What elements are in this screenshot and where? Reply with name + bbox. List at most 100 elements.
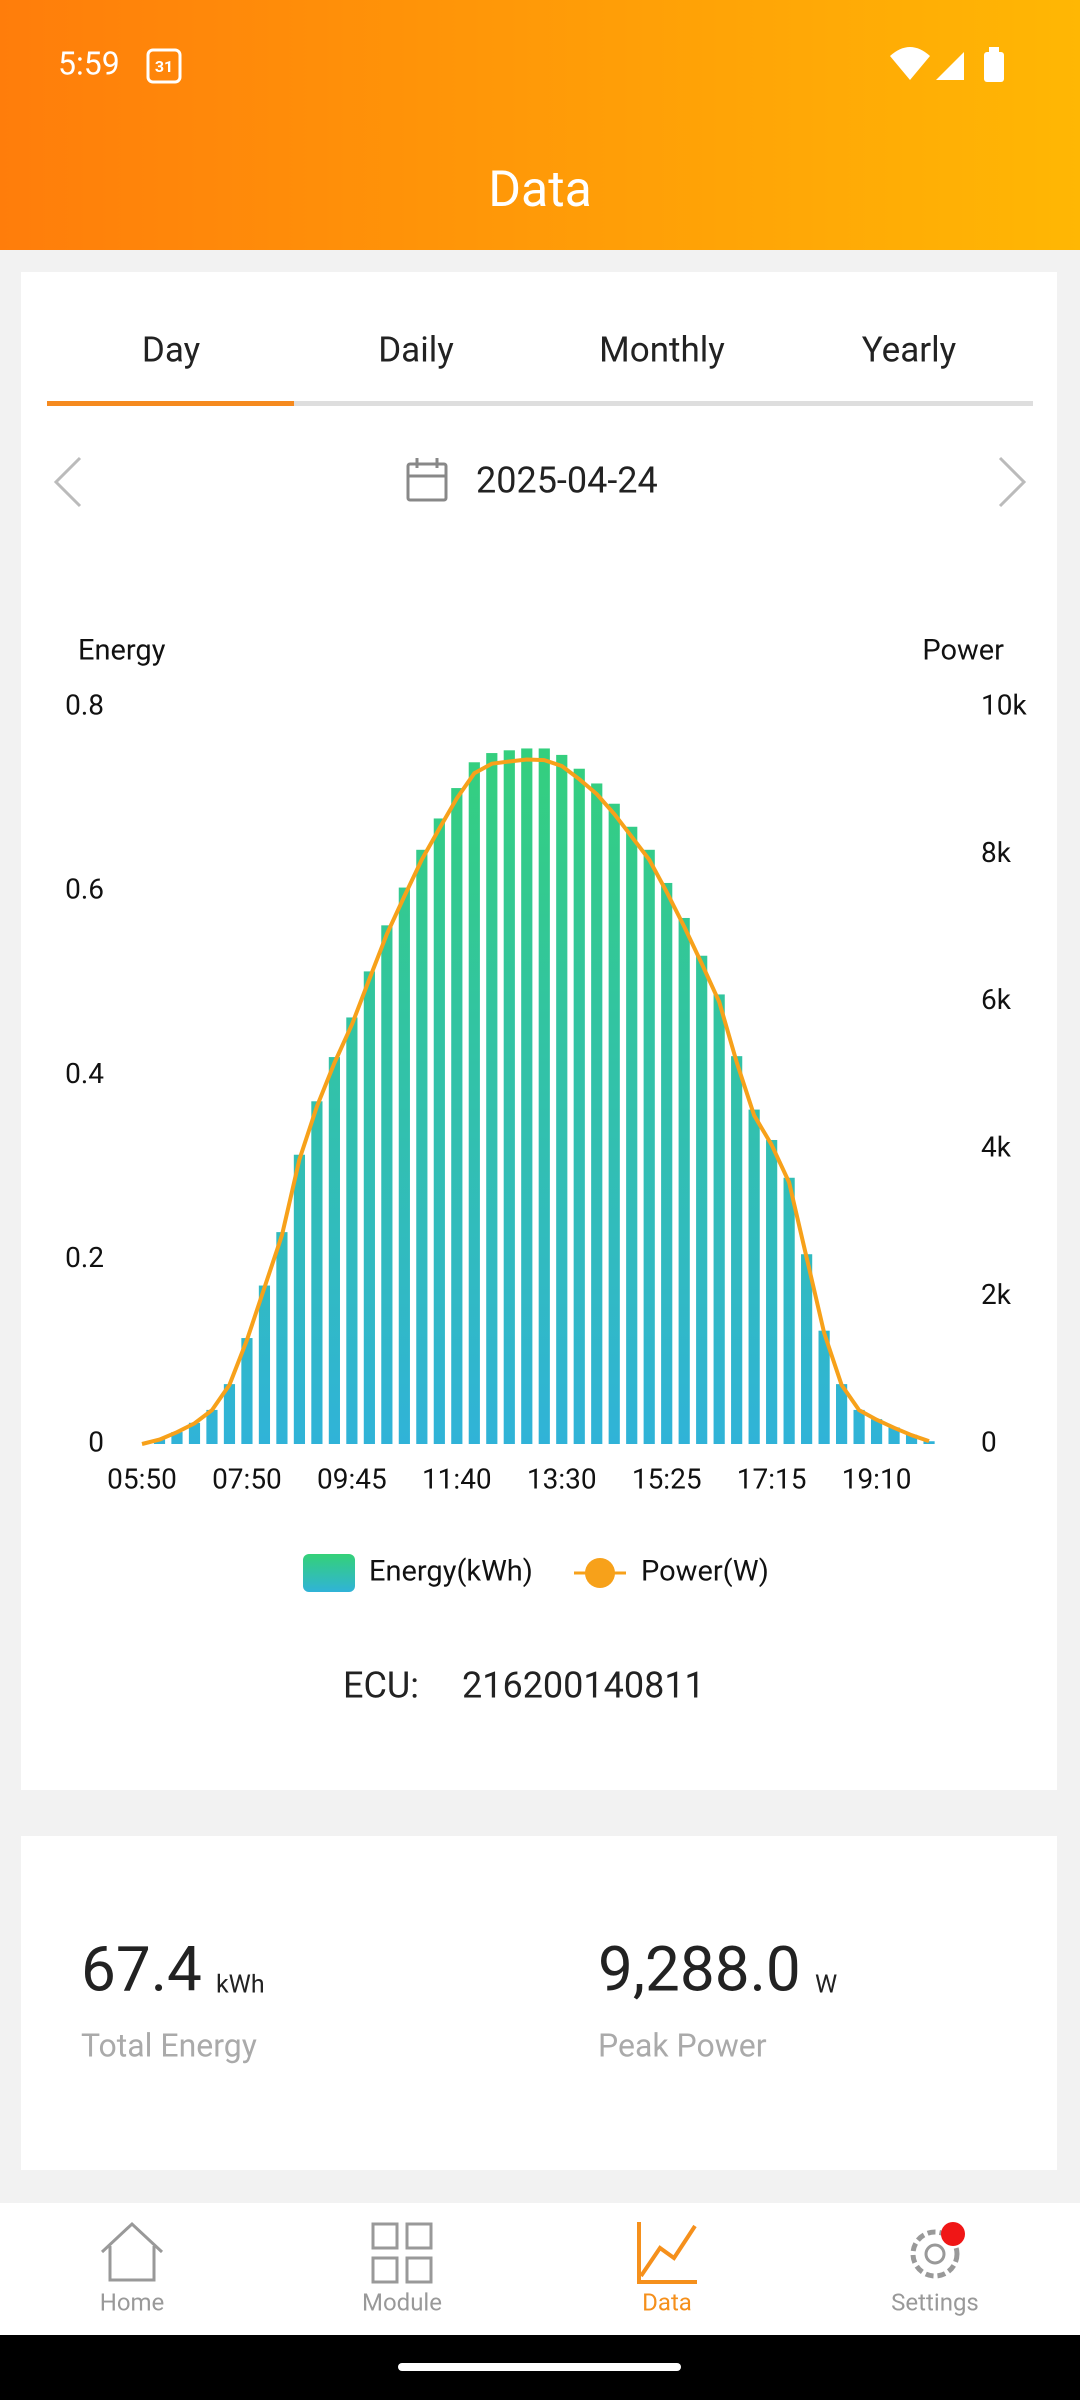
bar <box>678 917 690 1444</box>
app-header <box>0 0 1080 250</box>
y2-tick-label: 6k <box>981 983 1012 1016</box>
module-icon[interactable] <box>371 2222 433 2284</box>
x-tick-label: 11:40 <box>422 1462 492 1495</box>
bar <box>661 882 673 1444</box>
x-tick-label: 05:50 <box>107 1462 177 1495</box>
bar <box>626 826 638 1444</box>
tab[interactable]: Daily <box>378 329 454 370</box>
bar <box>223 1384 236 1444</box>
calendar-status-icon <box>146 48 182 84</box>
legend-label: Energy(kWh) <box>369 1555 533 1589</box>
bar <box>801 1254 813 1444</box>
bar <box>311 1101 323 1444</box>
stat-unit: W <box>815 1971 837 2000</box>
status-time: 5:59 <box>58 44 120 82</box>
ecu-label: ECU: <box>343 1665 419 1707</box>
stat-label: Total Energy <box>81 2026 257 2064</box>
bar <box>258 1285 271 1444</box>
bar <box>748 1109 760 1444</box>
tab[interactable]: Yearly <box>862 329 957 370</box>
bar <box>398 887 410 1444</box>
bar <box>643 849 655 1444</box>
y-tick-label: 0.6 <box>65 873 104 906</box>
bar <box>731 1056 743 1444</box>
bar <box>818 1330 830 1444</box>
bar <box>188 1422 201 1444</box>
bottom-nav <box>0 2203 1080 2335</box>
bar <box>346 1017 358 1444</box>
bar <box>836 1384 848 1444</box>
bar <box>556 754 568 1444</box>
bar <box>573 768 585 1444</box>
stat-label: Peak Power <box>598 2026 767 2064</box>
legend-swatch <box>303 1554 355 1592</box>
settings-icon[interactable] <box>910 2222 965 2279</box>
bar <box>381 925 393 1444</box>
bar <box>870 1419 883 1444</box>
bar <box>171 1432 183 1444</box>
next-arrow[interactable] <box>998 456 1027 508</box>
y-axis-title: Energy <box>78 634 166 668</box>
bar <box>783 1177 795 1444</box>
tab-track <box>47 401 1033 406</box>
bar <box>766 1139 778 1444</box>
plot: 0 0.2 0.4 0.6 0.8 0 2k 4k 6k 8k 10k 05:50 07:50 09:45… <box>65 688 1027 1592</box>
notification-dot <box>941 2222 965 2246</box>
tab[interactable]: Monthly <box>599 329 725 370</box>
bar <box>468 762 480 1444</box>
nav-label[interactable]: Module <box>362 2288 442 2316</box>
y-tick-label: 0 <box>88 1425 104 1458</box>
bar <box>503 750 515 1444</box>
bar <box>433 818 445 1444</box>
stats-card <box>21 1836 1057 2170</box>
bar <box>328 1057 340 1444</box>
legend-label: Power(W) <box>641 1555 769 1589</box>
home-indicator <box>398 2363 681 2371</box>
x-tick-label: 17:15 <box>737 1462 807 1495</box>
bar <box>416 849 428 1444</box>
y-tick-label: 0.4 <box>65 1057 104 1090</box>
y-tick-label: 0.2 <box>65 1241 104 1274</box>
bar <box>888 1427 900 1444</box>
bar <box>486 753 498 1444</box>
x-tick-label: 19:10 <box>842 1462 912 1495</box>
nav-label[interactable]: Home <box>100 2288 165 2316</box>
page-title: Data <box>488 161 592 219</box>
bar <box>451 788 463 1444</box>
stat-value: 9,288.0 <box>598 1933 801 2006</box>
y-tick-label: 0.8 <box>65 688 104 721</box>
ecu-id: 216200140811 <box>462 1665 705 1707</box>
legend-marker <box>585 1558 615 1588</box>
y2-tick-label: 8k <box>981 836 1012 869</box>
date[interactable]: 2025-04-24 <box>476 460 658 502</box>
bar <box>363 971 375 1444</box>
bar <box>206 1409 218 1444</box>
bar <box>713 994 725 1444</box>
calendar-status-text: 31 <box>155 57 173 76</box>
data-icon[interactable] <box>637 2222 697 2284</box>
bar <box>538 748 550 1444</box>
battery-cap <box>989 47 999 53</box>
tab-indicator <box>47 401 294 406</box>
bar <box>608 803 620 1444</box>
date-picker-icon[interactable] <box>406 458 448 502</box>
stat-unit: kWh <box>216 1971 265 2000</box>
tab[interactable]: Day <box>142 329 201 370</box>
bar <box>696 955 708 1444</box>
y2-axis-title: Power <box>922 634 1004 668</box>
nav-label[interactable]: Settings <box>891 2288 979 2316</box>
bar <box>905 1434 918 1444</box>
prev-arrow[interactable] <box>53 456 82 508</box>
x-tick-label: 13:30 <box>527 1462 597 1495</box>
battery-icon <box>984 52 1004 82</box>
bar <box>241 1338 253 1444</box>
bar <box>521 748 533 1444</box>
signal-icon <box>936 52 964 80</box>
wifi-icon <box>890 47 930 80</box>
nav-label[interactable]: Data <box>642 2288 692 2316</box>
home-icon[interactable] <box>100 2221 164 2282</box>
y2-tick-label: 0 <box>981 1425 997 1458</box>
